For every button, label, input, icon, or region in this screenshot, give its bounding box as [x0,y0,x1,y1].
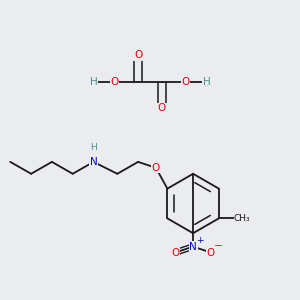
Text: O: O [158,103,166,113]
Text: O: O [110,76,118,87]
Text: N: N [90,157,98,167]
Text: O: O [171,248,179,257]
Text: O: O [134,50,142,60]
Text: H: H [90,142,97,152]
Text: N: N [189,242,197,252]
Text: −: − [214,241,223,251]
Text: H: H [90,76,98,87]
Text: O: O [207,248,215,257]
Text: O: O [182,76,190,87]
Text: O: O [152,163,160,173]
Text: +: + [196,236,203,244]
Text: H: H [202,76,210,87]
Text: CH₃: CH₃ [234,214,250,223]
